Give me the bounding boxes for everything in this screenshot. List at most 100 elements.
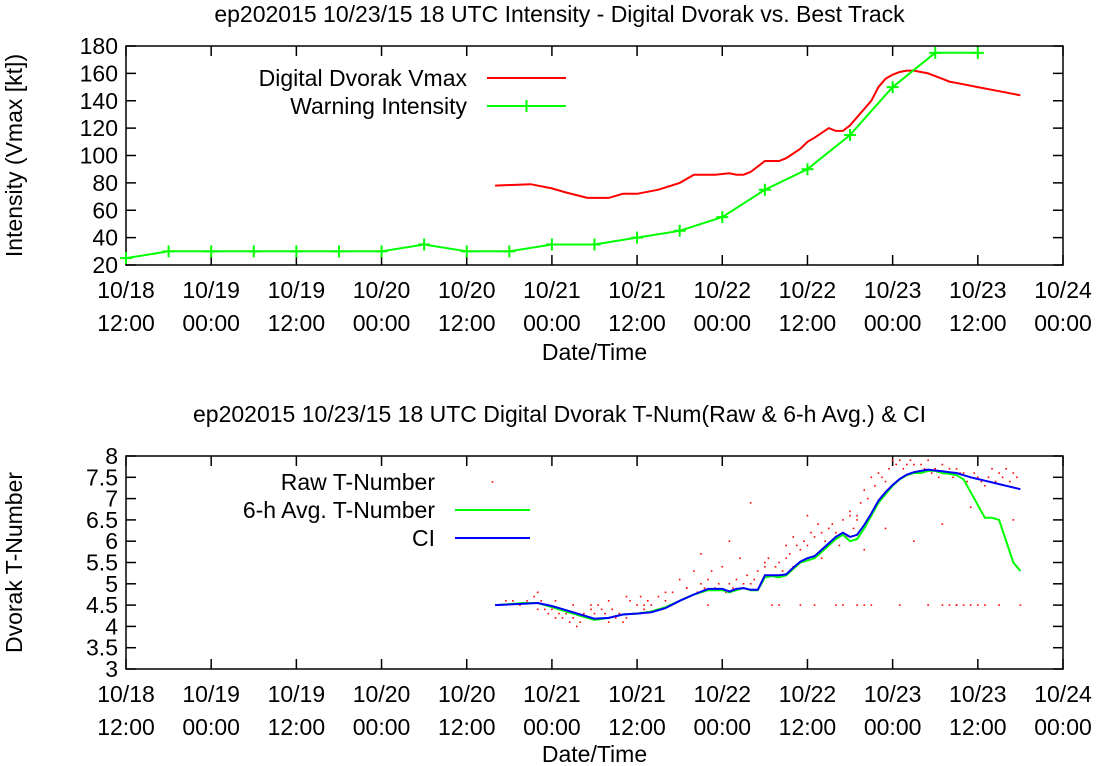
raw-t-number-point <box>774 565 777 568</box>
x-tick-label-date: 10/21 <box>523 277 581 303</box>
raw-t-number-point <box>678 578 681 581</box>
raw-t-number-point <box>572 604 575 606</box>
raw-t-number-point <box>512 600 514 602</box>
y-axis-label: Intensity (Vmax [kt]) <box>1 54 27 257</box>
raw-t-number-point <box>852 527 855 530</box>
legend-swatch-marker <box>520 100 533 112</box>
raw-t-number-point <box>572 617 575 619</box>
raw-t-number-point <box>849 510 851 513</box>
raw-t-number-point <box>973 472 976 474</box>
raw-t-number-point <box>803 540 805 542</box>
raw-t-number-point <box>874 485 876 487</box>
raw-t-number-point <box>980 480 983 483</box>
raw-t-number-point <box>952 476 954 479</box>
raw-t-number-point <box>558 612 560 615</box>
y-tick-label: 8 <box>105 443 118 469</box>
raw-t-number-point <box>881 476 883 479</box>
raw-t-number-point <box>565 612 567 615</box>
raw-t-number-point <box>977 476 979 479</box>
raw-t-number-point <box>590 608 592 611</box>
raw-t-number-point <box>810 531 812 534</box>
data-point-marker <box>588 238 601 251</box>
raw-t-number-point <box>717 583 720 585</box>
x-tick-label-date: 10/20 <box>353 681 411 707</box>
raw-t-number-point <box>866 497 869 500</box>
raw-t-number-point <box>984 485 986 487</box>
raw-t-number-point <box>1008 480 1011 483</box>
raw-t-number-point <box>618 612 621 615</box>
raw-t-number-point <box>792 536 795 538</box>
data-point-marker <box>886 81 899 94</box>
raw-t-number-point <box>902 467 905 470</box>
raw-t-number-point <box>827 527 830 530</box>
raw-t-number-point <box>859 502 862 504</box>
raw-t-number-point <box>579 621 582 623</box>
raw-t-number-point <box>891 459 894 462</box>
raw-t-number-point <box>870 476 873 479</box>
legend-label: Warning Intensity <box>290 93 467 119</box>
raw-t-number-point <box>664 591 667 594</box>
x-tick-label-time: 00:00 <box>353 714 411 740</box>
data-point-marker <box>247 245 260 258</box>
data-point-marker <box>460 245 473 258</box>
raw-t-number-point <box>799 604 802 606</box>
series-warning-intensity <box>120 46 984 265</box>
raw-t-number-point <box>700 553 702 555</box>
raw-t-number-point <box>842 519 844 521</box>
x-tick-label-date: 10/24 <box>1034 277 1092 303</box>
legend-label: CI <box>412 525 435 551</box>
raw-t-number-point <box>785 557 787 560</box>
raw-t-number-point <box>991 467 993 470</box>
y-tick-label: 6.5 <box>86 507 118 533</box>
y-tick-label: 160 <box>80 60 118 86</box>
data-point-marker <box>332 245 345 258</box>
x-tick-label-time: 00:00 <box>693 310 751 336</box>
raw-t-number-point <box>849 514 851 517</box>
raw-t-number-point <box>884 527 887 530</box>
raw-t-number-point <box>590 604 592 606</box>
raw-t-number-point <box>962 604 965 606</box>
raw-t-number-point <box>749 583 752 585</box>
x-tick-label-time: 12:00 <box>97 714 155 740</box>
y-tick-label: 5.5 <box>86 550 118 576</box>
y-tick-label: 60 <box>92 197 118 223</box>
chart-title: ep202015 10/23/15 18 UTC Intensity - Dig… <box>214 1 905 27</box>
y-tick-label: 4 <box>105 613 118 639</box>
x-tick-label-time: 12:00 <box>438 714 496 740</box>
series-ci <box>495 468 1021 620</box>
x-tick-label-time: 12:00 <box>949 714 1007 740</box>
raw-t-number-point <box>1019 604 1022 606</box>
raw-t-number-point <box>813 536 816 538</box>
x-tick-label-time: 00:00 <box>182 310 240 336</box>
series-digital-dvorak-vmax <box>495 69 1021 199</box>
raw-t-number-point <box>749 502 752 504</box>
data-point-marker <box>801 163 814 176</box>
raw-t-number-point <box>604 612 606 615</box>
raw-t-number-point <box>575 625 578 628</box>
raw-t-number-point <box>1016 476 1018 479</box>
raw-t-number-point <box>526 600 528 602</box>
raw-t-number-point <box>544 608 546 611</box>
raw-t-number-point <box>721 565 724 568</box>
raw-t-number-point <box>746 574 748 577</box>
raw-t-number-point <box>600 608 603 611</box>
data-point-marker <box>631 231 644 244</box>
data-point-marker <box>120 252 132 265</box>
raw-t-number-point <box>927 604 929 606</box>
raw-t-number-point <box>703 587 706 589</box>
series-line <box>495 69 1021 199</box>
data-point-marker <box>290 245 303 258</box>
raw-t-number-point <box>728 540 731 542</box>
raw-t-number-point <box>583 612 585 615</box>
x-tick-label-date: 10/24 <box>1034 681 1092 707</box>
x-tick-label-date: 10/21 <box>608 277 666 303</box>
x-tick-label-date: 10/23 <box>949 681 1007 707</box>
raw-t-number-point <box>657 595 660 598</box>
raw-t-number-point <box>764 565 766 568</box>
raw-t-number-point <box>728 583 731 585</box>
raw-t-number-point <box>636 604 638 606</box>
raw-t-number-point <box>838 544 841 547</box>
